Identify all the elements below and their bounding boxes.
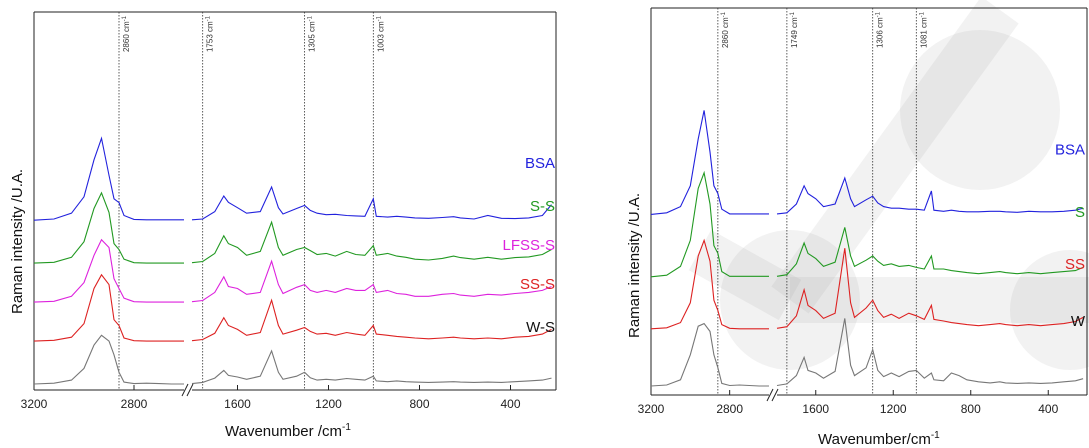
reference-line-label-text: 1749 cm	[790, 17, 799, 48]
reference-line-label-sup: -1	[122, 15, 128, 21]
series-label: SS	[1065, 256, 1085, 273]
x-tick-label: 1200	[315, 397, 342, 411]
spectrum-line-W-S-high	[33, 334, 184, 385]
x-axis-label-text: Wavenumber /cm	[225, 423, 342, 440]
x-axis-label-sup: -1	[930, 430, 940, 441]
x-tick-label: 400	[1038, 402, 1058, 416]
y-axis-label-right: Raman intensity /U.A.	[626, 192, 643, 338]
reference-line-label: 1081 cm-1	[919, 11, 928, 48]
x-axis-label-right: Wavenumber/cm-1	[818, 430, 940, 448]
axis-break-mark	[186, 383, 194, 397]
x-axis-label-text: Wavenumber/cm	[818, 431, 931, 448]
x-axis-label-left: Wavenumber /cm-1	[225, 422, 351, 440]
axis-break-mark	[181, 383, 189, 397]
series-label: BSA	[1055, 141, 1085, 158]
series-label: BSA	[525, 155, 555, 172]
x-tick-label: 400	[500, 397, 520, 411]
spectrum-line-SS-S-low	[191, 298, 552, 342]
reference-line-label-sup: -1	[790, 11, 796, 17]
spectrum-line-S-S-high	[33, 191, 184, 264]
spectrum-line-LFSS-S-high	[33, 238, 184, 303]
x-tick-label: 3200	[21, 397, 48, 411]
series-label: W-S	[526, 319, 555, 336]
spectrum-line-SS-high	[650, 238, 769, 330]
reference-line-label-sup: -1	[876, 11, 882, 17]
series-label: S	[1075, 204, 1085, 221]
reference-line-label: 1306 cm-1	[876, 11, 885, 48]
spectrum-line-BSA-high	[650, 110, 769, 215]
spectrum-line-BSA-high	[33, 136, 184, 221]
spectrum-line-W-low	[776, 318, 1084, 387]
reference-line-label-sup: -1	[721, 11, 727, 17]
x-axis-label-sup: -1	[341, 422, 351, 433]
spectrum-line-SS-low	[776, 248, 1084, 329]
reference-line-label-text: 1081 cm	[919, 17, 928, 48]
reference-line-label-text: 1003 cm	[376, 21, 385, 52]
reference-line-label: 1305 cm-1	[308, 15, 317, 52]
spectrum-line-S-S-low	[191, 220, 552, 264]
x-tick-label: 800	[961, 402, 981, 416]
x-tick-label: 3200	[638, 402, 665, 416]
axis-break-mark	[771, 388, 779, 402]
axis-break-mark	[766, 388, 774, 402]
spectrum-line-W-S-low	[191, 349, 552, 385]
spectrum-line-S-low	[776, 227, 1084, 277]
y-axis-label-left: Raman intensity /U.A.	[9, 168, 26, 314]
reference-line-label-sup: -1	[376, 15, 382, 21]
spectrum-line-S-high	[650, 170, 769, 278]
reference-line-label-text: 2860 cm	[122, 21, 131, 52]
x-tick-label: 1600	[802, 402, 829, 416]
series-label: SS-S	[520, 276, 555, 293]
reference-line-label-sup: -1	[206, 15, 212, 21]
spectrum-line-W-high	[650, 322, 769, 387]
reference-line-label: 2860 cm-1	[122, 15, 131, 52]
series-label: W	[1071, 313, 1086, 330]
spectrum-line-SS-S-high	[33, 273, 184, 342]
x-tick-label: 2800	[121, 397, 148, 411]
reference-line-label-text: 1306 cm	[876, 17, 885, 48]
reference-line-label: 2860 cm-1	[721, 11, 730, 48]
x-tick-label: 2800	[716, 402, 743, 416]
reference-line-label-text: 2860 cm	[721, 17, 730, 48]
series-label: LFSS-S	[502, 237, 555, 254]
series-label: S-S	[530, 198, 555, 215]
reference-line-label-text: 1305 cm	[308, 21, 317, 52]
spectrum-line-BSA-low	[191, 185, 552, 221]
spectrum-line-LFSS-S-low	[191, 259, 552, 303]
reference-line-label-sup: -1	[308, 15, 314, 21]
x-tick-label: 1200	[880, 402, 907, 416]
x-tick-label: 1600	[224, 397, 251, 411]
reference-line-label: 1003 cm-1	[376, 15, 385, 52]
reference-line-label: 1749 cm-1	[790, 11, 799, 48]
reference-line-label: 1753 cm-1	[206, 15, 215, 52]
reference-line-label-text: 1753 cm	[206, 21, 215, 52]
spectrum-line-BSA-low	[776, 176, 1084, 215]
x-tick-label: 800	[409, 397, 429, 411]
reference-line-label-sup: -1	[919, 11, 925, 17]
